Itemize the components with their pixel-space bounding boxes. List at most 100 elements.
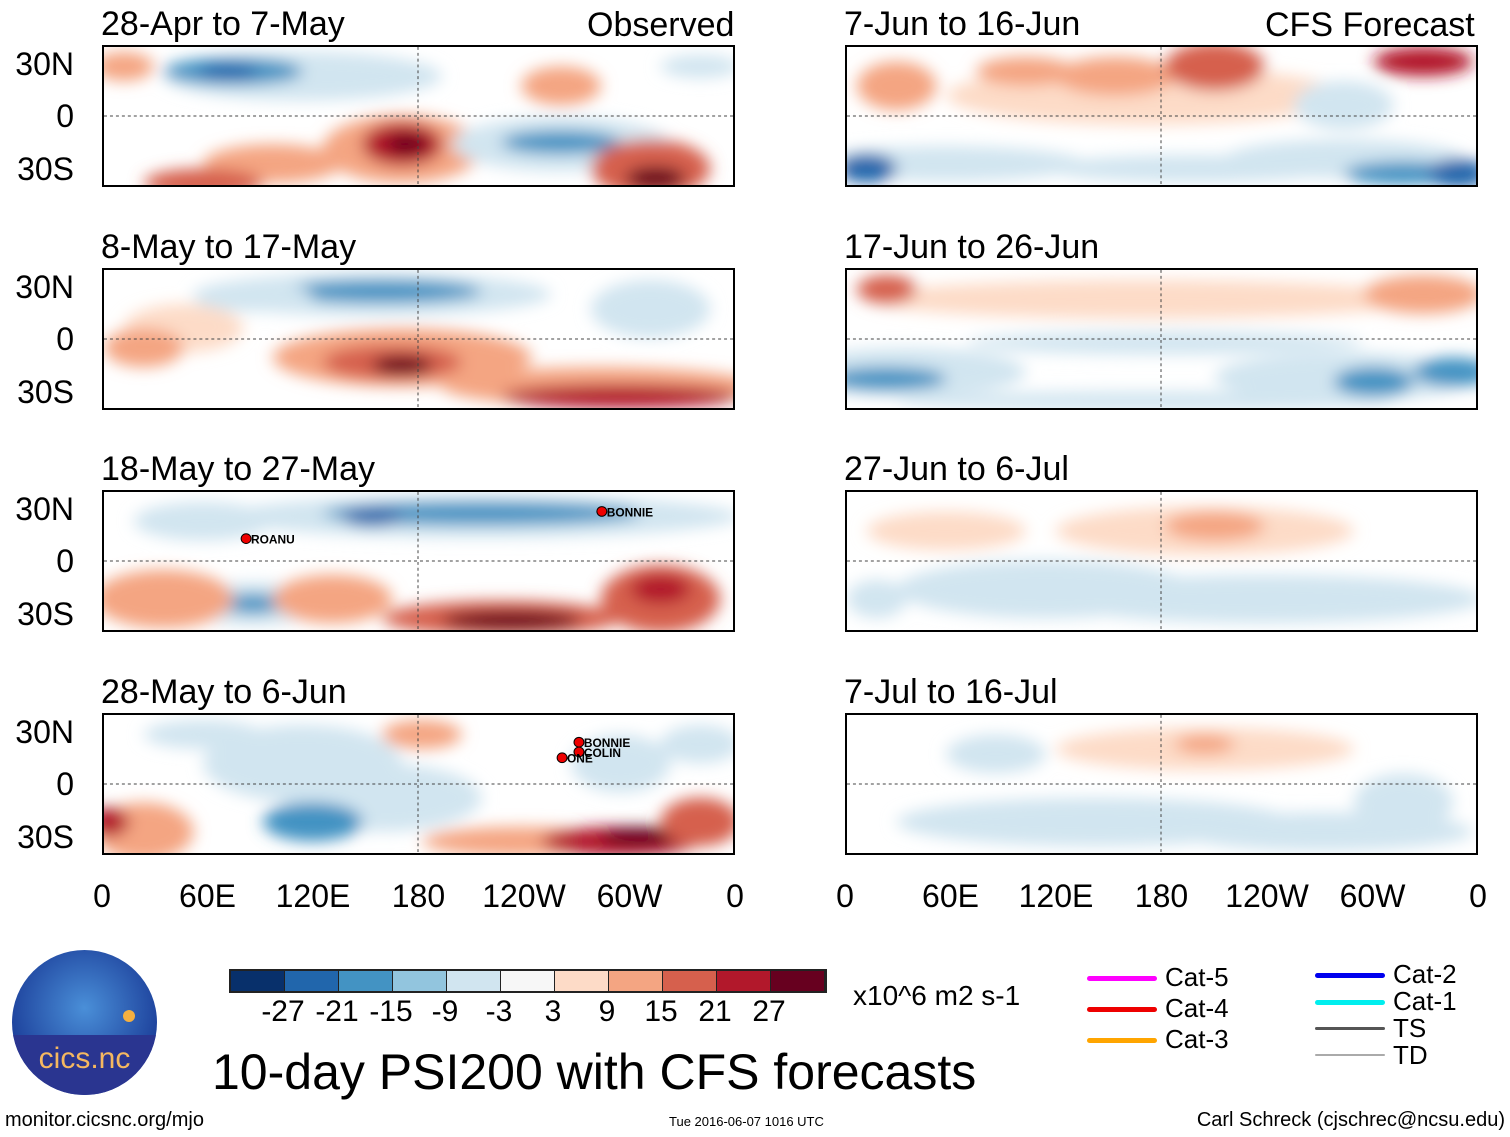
anomaly-contour [590, 279, 711, 339]
lon-tick-label: 60W [1339, 878, 1406, 914]
anomaly-contour [104, 328, 184, 368]
storm-label: ONE [567, 753, 593, 766]
colorbar-label: 27 [752, 995, 786, 1028]
legend-line [1315, 1054, 1385, 1056]
anomaly-contour [198, 63, 259, 80]
anomaly-contour [856, 61, 937, 111]
colorbar-swatch [339, 971, 393, 991]
units-label: x10^6 m2 s-1 [853, 980, 1021, 1011]
map-panel: ROANU BONNIE [102, 490, 735, 632]
legend-label: TD [1393, 1040, 1428, 1070]
lon-tick-label: 60W [596, 878, 663, 914]
anomaly-contour [630, 574, 691, 604]
storm-label: COLIN [584, 747, 621, 760]
anomaly-contour [1373, 47, 1474, 77]
map-panel: BONNIE COLIN ONE [102, 713, 735, 855]
anomaly-contour [272, 574, 393, 624]
map-panel [102, 268, 735, 410]
colorbar-swatch [231, 971, 285, 991]
anomaly-contour [441, 610, 581, 630]
footer-url[interactable]: monitor.cicsnc.org/mjo [5, 1109, 204, 1131]
lat-tick-label: 30S [17, 151, 74, 187]
anomaly-contour [1164, 511, 1265, 541]
anomaly-contour [193, 282, 313, 312]
legend-label: TS [1393, 1013, 1427, 1043]
lon-tick-label: 0 [93, 878, 111, 914]
anomaly-contour [104, 569, 234, 629]
anomaly-contour [1045, 574, 1476, 624]
lon-tick-label: 120W [482, 878, 566, 914]
storm-marker [573, 746, 585, 758]
anomaly-contour [322, 501, 641, 526]
colorbar-swatch [663, 971, 717, 991]
figure-title: 10-day PSI200 with CFS forecasts [212, 1044, 977, 1100]
anomaly-contour [501, 130, 621, 154]
lon-tick-label: 0 [726, 878, 744, 914]
legend-line [1087, 1007, 1157, 1012]
map-panel [845, 268, 1478, 410]
colorbar-swatch [447, 971, 501, 991]
lat-tick-label: 0 [56, 98, 74, 134]
panel-title: 8-May to 17-May [101, 228, 357, 266]
anomaly-contour [143, 168, 263, 185]
colorbar-swatch [717, 971, 771, 991]
anomaly-contour [976, 56, 1076, 86]
colorbar-swatch [285, 971, 339, 991]
lon-tick-label: 120E [1018, 878, 1094, 914]
anomaly-contour [847, 367, 947, 391]
anomaly-contour [342, 506, 403, 527]
legend-line [1087, 976, 1157, 981]
logo-text: cics.nc [38, 1042, 131, 1075]
lon-tick-label: 60E [179, 878, 236, 914]
colorbar-swatch [555, 971, 609, 991]
anomaly-contour [660, 724, 733, 764]
lon-tick-label: 60E [922, 878, 979, 914]
lon-tick-label: 180 [1134, 878, 1189, 914]
panel-title: 28-May to 6-Jun [101, 673, 347, 711]
lat-tick-label: 30S [17, 819, 74, 855]
forecast-header: CFS Forecast [1265, 6, 1475, 44]
anomaly-contour [1363, 274, 1476, 314]
lon-tick-label: 0 [1469, 878, 1487, 914]
colorbar-swatch [393, 971, 447, 991]
anomaly-contour [223, 594, 283, 614]
lon-tick-label: 120W [1225, 878, 1309, 914]
lon-tick-label: 120E [275, 878, 351, 914]
map-panel [845, 45, 1478, 187]
lon-tick-label: 180 [391, 878, 446, 914]
anomaly-contour [382, 719, 462, 750]
anomaly-contour [143, 719, 263, 750]
anomaly-contour [501, 384, 733, 408]
panel-title: 28-Apr to 7-May [101, 5, 345, 43]
anomaly-contour [1055, 56, 1175, 96]
anomaly-contour [372, 355, 432, 375]
legend-line [1315, 973, 1385, 978]
storm-marker [596, 506, 608, 517]
anomaly-contour [600, 826, 681, 847]
anomaly-contour [625, 166, 686, 185]
map-panel [845, 490, 1478, 632]
colorbar [229, 969, 827, 993]
lon-tick-label: 0 [836, 878, 854, 914]
panel-title: 7-Jun to 16-Jun [844, 5, 1081, 43]
anomaly-contour [1403, 584, 1464, 614]
legend-label: Cat-1 [1393, 986, 1457, 1016]
anomaly-contour [387, 134, 427, 154]
anomaly-contour [946, 734, 1046, 774]
colorbar-swatch [771, 971, 825, 991]
colorbar-label: -15 [369, 995, 413, 1028]
lat-tick-label: 30S [17, 374, 74, 410]
colorbar-label: 21 [698, 995, 732, 1028]
colorbar-swatch [501, 971, 555, 991]
legend-label: Cat-2 [1393, 959, 1457, 989]
legend-label: Cat-4 [1165, 993, 1229, 1023]
legend-line [1087, 1038, 1157, 1043]
anomaly-contour [847, 153, 897, 184]
anomaly-contour [133, 501, 273, 541]
anomaly-contour [866, 279, 1424, 319]
panel-title: 7-Jul to 16-Jul [844, 673, 1058, 711]
map-panel [102, 45, 735, 187]
lat-tick-label: 30N [15, 714, 74, 750]
timestamp: Tue 2016-06-07 1016 UTC [669, 1114, 824, 1129]
anomaly-contour [1353, 773, 1454, 832]
